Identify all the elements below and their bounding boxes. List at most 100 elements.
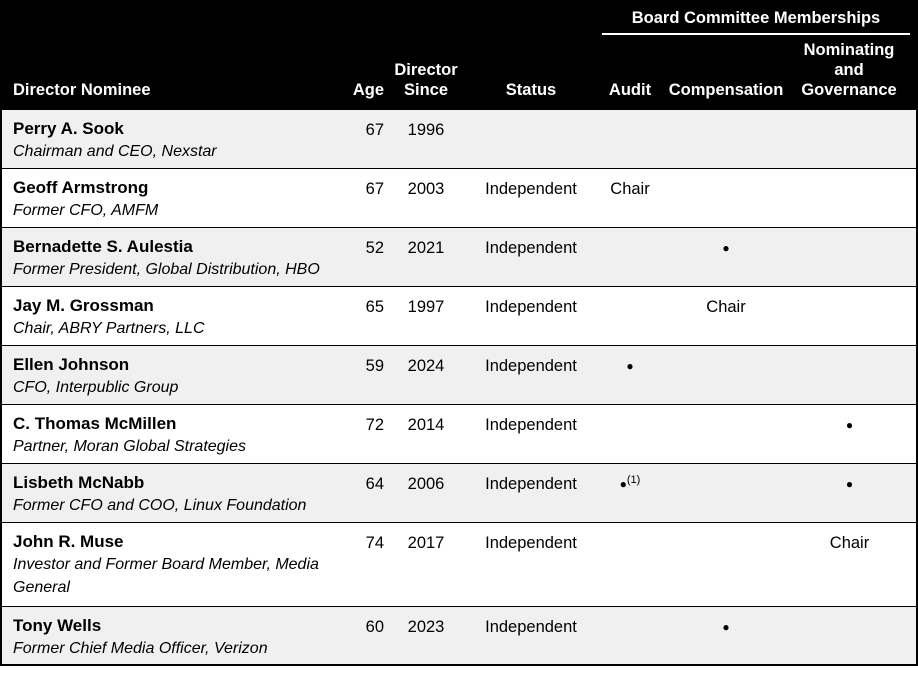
audit-cell bbox=[598, 286, 662, 345]
since-cell: 2017 bbox=[407, 533, 445, 552]
group-header-label: Board Committee Memberships bbox=[602, 9, 911, 35]
nominee-title: Former President, Global Distribution, H… bbox=[13, 260, 320, 278]
governance-cell: Chair bbox=[829, 533, 870, 552]
nominee-cell: Geoff Armstrong Former CFO, AMFM bbox=[1, 168, 346, 227]
nominee-name: Lisbeth McNabb bbox=[13, 472, 145, 492]
since-cell: 2023 bbox=[407, 617, 445, 636]
nominee-name: Bernadette S. Aulestia bbox=[13, 236, 193, 256]
compensation-cell bbox=[662, 463, 790, 522]
table-row: Tony Wells Former Chief Media Officer, V… bbox=[1, 606, 918, 665]
audit-cell bbox=[598, 522, 662, 606]
nominee-cell: Tony Wells Former Chief Media Officer, V… bbox=[1, 606, 346, 665]
nominee-cell: Perry A. Sook Chairman and CEO, Nexstar bbox=[1, 109, 346, 168]
age-cell: 52 bbox=[365, 238, 384, 257]
compensation-cell bbox=[662, 345, 790, 404]
col-header-status: Status bbox=[464, 35, 598, 109]
compensation-cell: Chair bbox=[706, 297, 746, 316]
audit-cell bbox=[598, 606, 662, 665]
table-row: Geoff Armstrong Former CFO, AMFM 67 2003… bbox=[1, 168, 918, 227]
nominee-title: Former Chief Media Officer, Verizon bbox=[13, 639, 268, 657]
table-row: John R. Muse Investor and Former Board M… bbox=[1, 522, 918, 606]
age-cell: 65 bbox=[365, 297, 384, 316]
table-header: Board Committee Memberships Director Nom… bbox=[1, 1, 918, 109]
governance-cell: ● bbox=[790, 404, 917, 463]
audit-cell bbox=[598, 404, 662, 463]
governance-cell bbox=[790, 606, 917, 665]
governance-cell bbox=[790, 345, 917, 404]
col-header-director-nominee: Director Nominee bbox=[1, 35, 346, 109]
audit-cell: Chair bbox=[610, 179, 650, 198]
since-cell: 2003 bbox=[407, 179, 445, 198]
nominee-title: CFO, Interpublic Group bbox=[13, 378, 179, 396]
nominee-cell: John R. Muse Investor and Former Board M… bbox=[1, 522, 346, 606]
nominee-title: Chairman and CEO, Nexstar bbox=[13, 142, 217, 160]
age-cell: 60 bbox=[365, 617, 384, 636]
nominee-cell: Ellen Johnson CFO, Interpublic Group bbox=[1, 345, 346, 404]
nominee-name: C. Thomas McMillen bbox=[13, 413, 177, 433]
compensation-cell bbox=[662, 109, 790, 168]
since-cell: 2014 bbox=[407, 415, 445, 434]
governance-cell bbox=[790, 109, 917, 168]
status-cell: Independent bbox=[485, 238, 577, 257]
column-header-row: Director Nominee Age Director Since Stat… bbox=[1, 35, 918, 109]
group-header-row: Board Committee Memberships bbox=[1, 1, 918, 35]
age-cell: 59 bbox=[365, 356, 384, 375]
col-header-age: Age bbox=[346, 35, 388, 109]
compensation-cell: ● bbox=[662, 227, 790, 286]
since-cell: 1996 bbox=[407, 120, 445, 139]
age-cell: 72 bbox=[365, 415, 384, 434]
nominee-name: Tony Wells bbox=[13, 615, 102, 635]
age-cell: 74 bbox=[365, 533, 384, 552]
table-row: Perry A. Sook Chairman and CEO, Nexstar … bbox=[1, 109, 918, 168]
member-dot-icon: ● bbox=[845, 417, 854, 432]
footnote-reference: (1) bbox=[626, 473, 641, 486]
member-dot-icon: ● bbox=[722, 240, 730, 255]
director-table-body: Perry A. Sook Chairman and CEO, Nexstar … bbox=[1, 109, 918, 665]
since-cell: 1997 bbox=[407, 297, 445, 316]
status-cell: Independent bbox=[485, 297, 577, 316]
nominee-cell: C. Thomas McMillen Partner, Moran Global… bbox=[1, 404, 346, 463]
status-cell: Independent bbox=[485, 474, 577, 493]
audit-cell: ● bbox=[598, 345, 662, 404]
member-dot-icon: ● bbox=[619, 476, 627, 491]
nominee-cell: Bernadette S. Aulestia Former President,… bbox=[1, 227, 346, 286]
col-header-nominating-governance: Nominating and Governance bbox=[790, 35, 918, 109]
nominee-cell: Lisbeth McNabb Former CFO and COO, Linux… bbox=[1, 463, 346, 522]
nominee-name: Jay M. Grossman bbox=[13, 295, 154, 315]
audit-cell: ●(1) bbox=[598, 463, 662, 522]
table-row: Jay M. Grossman Chair, ABRY Partners, LL… bbox=[1, 286, 918, 345]
governance-cell bbox=[790, 227, 917, 286]
status-cell: Independent bbox=[485, 415, 577, 434]
col-header-audit: Audit bbox=[598, 35, 662, 109]
member-dot-icon: ● bbox=[845, 476, 854, 491]
nominee-name: John R. Muse bbox=[13, 531, 124, 551]
governance-cell: ● bbox=[790, 463, 917, 522]
status-cell: Independent bbox=[485, 356, 577, 375]
since-cell: 2021 bbox=[407, 238, 445, 257]
compensation-cell bbox=[662, 168, 790, 227]
nominee-title: Partner, Moran Global Strategies bbox=[13, 437, 247, 455]
nominee-title: Former CFO and COO, Linux Foundation bbox=[13, 496, 307, 514]
age-cell: 67 bbox=[365, 179, 384, 198]
member-dot-icon: ● bbox=[626, 358, 634, 373]
nominee-name: Perry A. Sook bbox=[13, 118, 124, 138]
group-header-cell: Board Committee Memberships bbox=[598, 1, 918, 35]
age-cell: 64 bbox=[365, 474, 384, 493]
nominee-title: Former CFO, AMFM bbox=[13, 201, 159, 219]
nominee-title: Investor and Former Board Member, Media … bbox=[13, 555, 319, 596]
nominee-title: Chair, ABRY Partners, LLC bbox=[13, 319, 205, 337]
table-row: Bernadette S. Aulestia Former President,… bbox=[1, 227, 918, 286]
nominee-cell: Jay M. Grossman Chair, ABRY Partners, LL… bbox=[1, 286, 346, 345]
status-cell: Independent bbox=[485, 617, 577, 636]
status-cell bbox=[464, 109, 598, 168]
since-cell: 2024 bbox=[407, 356, 445, 375]
compensation-cell bbox=[662, 522, 790, 606]
audit-cell bbox=[598, 109, 662, 168]
since-cell: 2006 bbox=[407, 474, 445, 493]
governance-cell bbox=[790, 286, 917, 345]
audit-cell bbox=[598, 227, 662, 286]
compensation-cell: ● bbox=[662, 606, 790, 665]
table-row: C. Thomas McMillen Partner, Moran Global… bbox=[1, 404, 918, 463]
